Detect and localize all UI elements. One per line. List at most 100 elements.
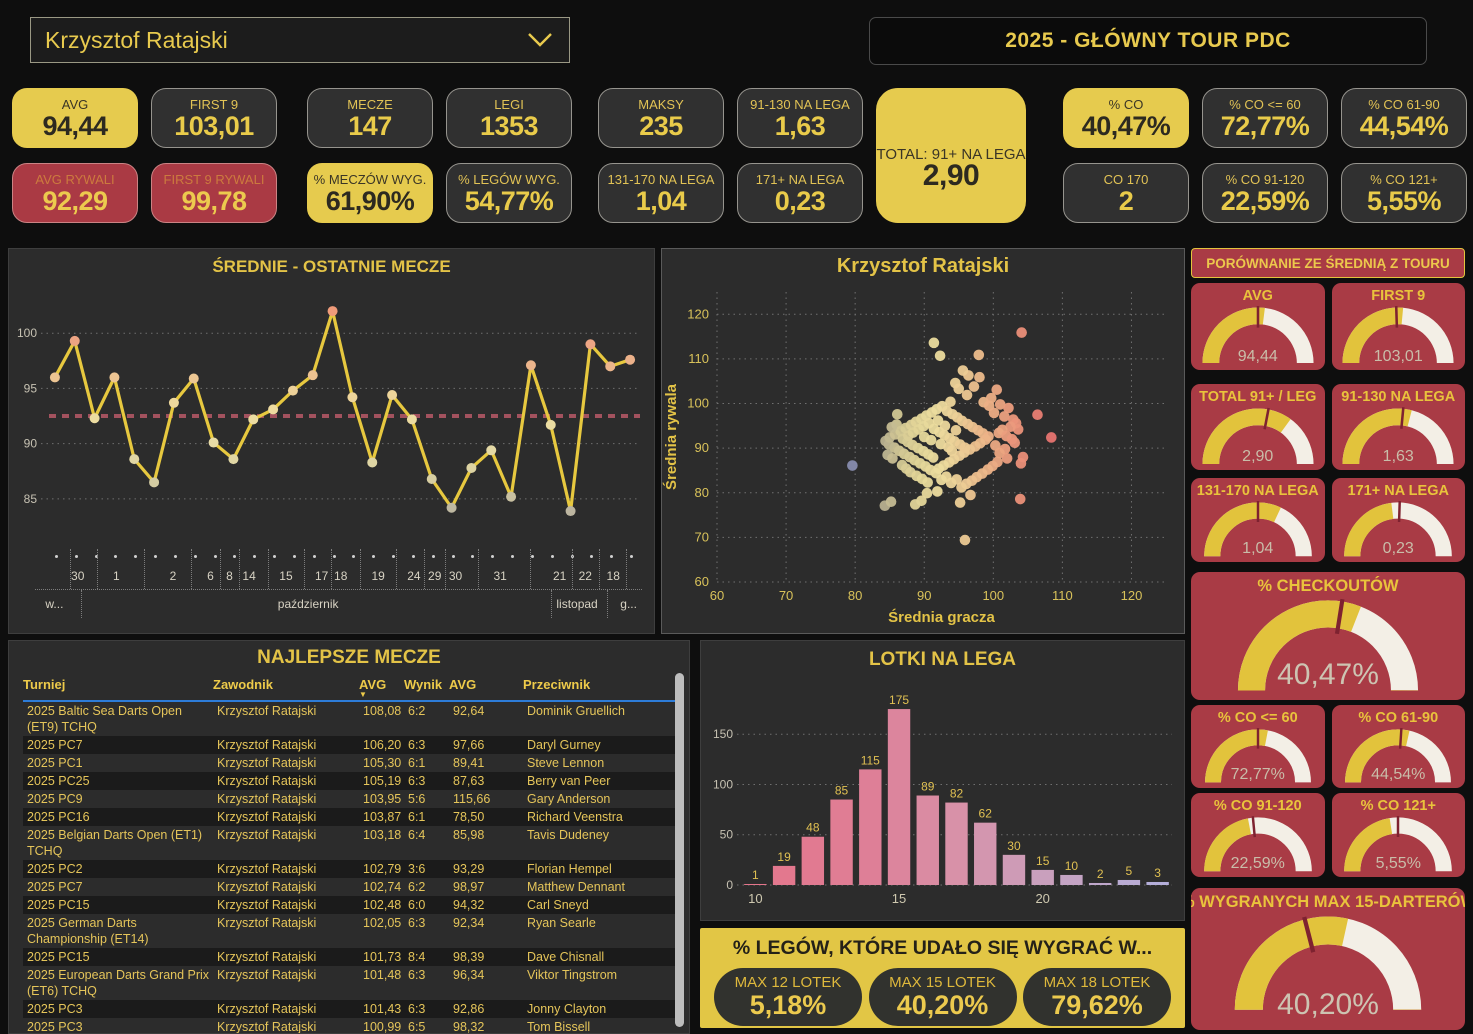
table-cell: 2025 PC7	[27, 880, 83, 894]
player-dropdown-value: Krzysztof Ratajski	[45, 26, 228, 53]
comparison-header: PORÓWNANIE ZE ŚREDNIĄ Z TOURU	[1191, 248, 1465, 278]
kpi-label: 91-130 NA LEGA	[750, 96, 850, 112]
kpi-card: 171+ NA LEGA 0,23	[737, 163, 863, 223]
gauge-arc	[1234, 916, 1422, 1011]
kpi-value: 2,90	[922, 159, 980, 192]
gauge-value: 103,01	[1373, 348, 1423, 365]
gauge-value: 1,04	[1242, 540, 1274, 557]
table-cell: Krzysztof Ratajski	[217, 880, 317, 894]
table-cell: Matthew Dennant	[527, 880, 625, 894]
bar-chart-title: LOTKI NA LEGA	[868, 649, 1017, 670]
table-row[interactable]: 2025 PC16 Krzysztof Ratajski 103,87 6:1 78,5…	[23, 808, 679, 826]
table-cell: 106,20	[363, 738, 402, 752]
table-scrollbar[interactable]	[675, 673, 684, 1027]
gauge-value: 5,55%	[1375, 855, 1421, 872]
gauge-card: % CO 91-120 22,59%	[1191, 793, 1325, 877]
table-cell: 100,99	[363, 1020, 402, 1034]
svg-text:85: 85	[24, 492, 38, 506]
table-header-avg[interactable]: AVG	[449, 677, 477, 692]
table-row[interactable]: 2025 PC7 Krzysztof Ratajski 106,20 6:3 97,66…	[23, 736, 679, 754]
kpi-label: CO 170	[1103, 171, 1149, 187]
gauge-value: 0,23	[1382, 540, 1414, 557]
table-row[interactable]: 2025 PC1 Krzysztof Ratajski 105,30 6:1 89,41…	[23, 754, 679, 772]
svg-text:110: 110	[1052, 588, 1073, 603]
table-row[interactable]: 2025 PC3 Krzysztof Ratajski 100,99 6:5 98,32…	[23, 1018, 679, 1034]
kpi-card: CO 170 2	[1063, 163, 1189, 223]
kpi-card: % MECZÓW WYG. 61,90%	[307, 163, 433, 223]
kpi-label: MECZE	[347, 96, 393, 112]
table-row[interactable]: 2025 Belgian Darts Open (ET1) TCHQ Krzysz…	[23, 826, 679, 860]
gauge-row: AVG 94,44 FIRST 9 103,01	[1191, 283, 1465, 370]
table-header-zawodnik[interactable]: Zawodnik	[213, 677, 273, 692]
table-cell: 98,97	[453, 880, 485, 894]
kpi-card: MAKSY 235	[598, 88, 724, 148]
table-cell: Carl Sneyd	[527, 898, 589, 912]
table-cell: 101,48	[363, 968, 402, 982]
gauge-card: 91-130 NA LEGA 1,63	[1331, 384, 1465, 470]
sort-desc-icon: ▼	[359, 690, 367, 699]
table-cell: 101,43	[363, 1002, 402, 1016]
chevron-down-icon	[527, 32, 553, 48]
table-cell: Krzysztof Ratajski	[217, 898, 317, 912]
table-row[interactable]: 2025 PC15 Krzysztof Ratajski 102,48 6:0 94,3…	[23, 896, 679, 914]
kpi-label: % CO 61-90	[1368, 96, 1440, 112]
table-row[interactable]: 2025 PC15 Krzysztof Ratajski 101,73 8:4 98,3…	[23, 948, 679, 966]
kpi-card: % CO 121+ 5,55%	[1341, 163, 1467, 223]
table-header-przeciwnik[interactable]: Przeciwnik	[523, 677, 591, 692]
table-row[interactable]: 2025 Baltic Sea Darts Open (ET9) TCHQ Krz…	[23, 702, 679, 736]
table-row[interactable]: 2025 German Darts Championship (ET14) Krz…	[23, 914, 679, 948]
table-cell: Krzysztof Ratajski	[217, 1020, 317, 1034]
table-cell: Krzysztof Ratajski	[217, 828, 317, 842]
banner-title: % LEGÓW, KTÓRE UDAŁO SIĘ WYGRAĆ W...	[732, 937, 1153, 959]
gauge-row: % CO <= 60 72,77% % CO 61-90 44,54%	[1191, 705, 1465, 788]
table-row[interactable]: 2025 European Darts Grand Prix (ET6) TCH…	[23, 966, 679, 1000]
table-cell: 103,18	[363, 828, 402, 842]
banner-pill: MAX 12 LOTEK 5,18%	[714, 968, 862, 1026]
kpi-value: 2	[1118, 185, 1134, 216]
kpi-column: LEGI 1353 % LEGÓW WYG. 54,77%	[446, 88, 572, 223]
table-header-avg[interactable]: AVG ▼	[359, 677, 404, 699]
line-chart-x-axis: 30 1 2 6 8 14 15 17 18 19 24 29 30 31 21 22 18 w... paździ…	[35, 549, 642, 625]
table-header-wynik[interactable]: Wynik	[404, 677, 443, 692]
svg-text:80: 80	[695, 485, 709, 500]
table-cell: Krzysztof Ratajski	[217, 810, 317, 824]
table-row[interactable]: 2025 PC2 Krzysztof Ratajski 102,79 3:6 93,29…	[23, 860, 679, 878]
table-cell: 6:3	[408, 738, 426, 752]
table-cell: 105,30	[363, 756, 402, 770]
kpi-value: 1,63	[774, 110, 826, 141]
table-cell: Krzysztof Ratajski	[217, 862, 317, 876]
svg-text:70: 70	[779, 588, 793, 603]
table-cell: Viktor Tingstrom	[527, 968, 618, 982]
bar-chart: 0 50 100 150 1 19 48 85 115 175 89 82 62 30 15 10 2 5 3 10 1…	[713, 693, 1172, 906]
table-cell: 94,32	[453, 898, 485, 912]
kpi-value: 103,01	[174, 110, 254, 141]
table-header-turniej[interactable]: Turniej	[23, 677, 66, 692]
svg-text:150: 150	[713, 727, 733, 741]
svg-text:20: 20	[1035, 891, 1049, 906]
table-cell: 102,74	[363, 880, 402, 894]
table-cell: Florian Hempel	[527, 862, 612, 876]
banner-pill-label: MAX 12 LOTEK	[734, 974, 842, 991]
gauge-card: % CO 121+ 5,55%	[1331, 793, 1465, 877]
player-dropdown[interactable]: Krzysztof Ratajski	[30, 17, 570, 63]
gauge-card: TOTAL 91+ / LEG 2,90	[1191, 384, 1325, 470]
line-chart-panel: ŚREDNIE - OSTATNIE MECZE 85 90 95 100 30 1 2 6…	[8, 248, 655, 634]
table-cell: 92,64	[453, 704, 485, 718]
table-cell: 102,79	[363, 862, 402, 876]
table-row[interactable]: 2025 PC9 Krzysztof Ratajski 103,95 5:6 115,6…	[23, 790, 679, 808]
kpi-label: 171+ NA LEGA	[755, 171, 845, 187]
kpi-card: TOTAL: 91+ NA LEGA 2,90	[876, 88, 1026, 223]
svg-text:100: 100	[17, 326, 37, 340]
table-row[interactable]: 2025 PC7 Krzysztof Ratajski 102,74 6:2 98,97…	[23, 878, 679, 896]
table-row[interactable]: 2025 PC3 Krzysztof Ratajski 101,43 6:3 92,86…	[23, 1000, 679, 1018]
table-cell: 78,50	[453, 810, 485, 824]
table-cell: 6:3	[408, 916, 426, 930]
kpi-card: AVG 94,44	[12, 88, 138, 148]
gauge-label: % CO 121+	[1360, 798, 1436, 814]
table-cell: Krzysztof Ratajski	[217, 756, 317, 770]
table-cell: 115,66	[453, 792, 491, 806]
kpi-label: FIRST 9	[189, 96, 239, 112]
kpi-value: 147	[348, 110, 392, 141]
table-cell: Krzysztof Ratajski	[217, 704, 317, 718]
table-row[interactable]: 2025 PC25 Krzysztof Ratajski 105,19 6:3 87,6…	[23, 772, 679, 790]
